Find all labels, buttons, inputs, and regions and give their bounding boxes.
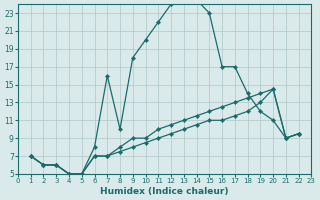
X-axis label: Humidex (Indice chaleur): Humidex (Indice chaleur) [100, 187, 229, 196]
